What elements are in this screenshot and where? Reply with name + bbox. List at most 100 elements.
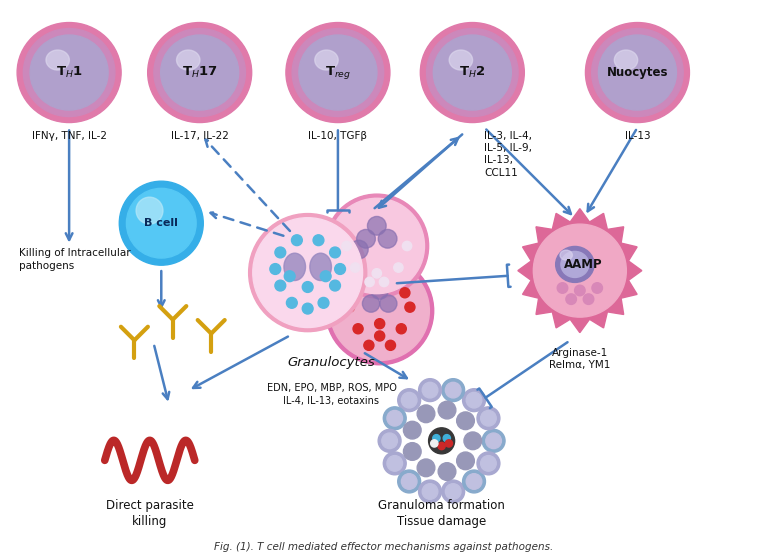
Circle shape [286,297,297,308]
Circle shape [318,297,329,308]
Text: T$_H$1: T$_H$1 [56,65,82,80]
Circle shape [445,382,461,398]
Ellipse shape [378,229,397,248]
Ellipse shape [598,35,677,110]
Text: Direct parasite
killing: Direct parasite killing [106,499,194,528]
Circle shape [275,247,286,258]
Circle shape [326,257,434,365]
Circle shape [378,429,401,453]
Circle shape [387,455,402,471]
Ellipse shape [420,22,525,123]
Text: Granulocytes: Granulocytes [287,356,376,369]
Circle shape [417,405,435,422]
Circle shape [249,214,367,331]
Ellipse shape [315,50,338,70]
Circle shape [375,331,385,341]
Circle shape [303,282,313,292]
Circle shape [429,428,455,454]
Circle shape [481,411,496,426]
Text: IFNγ, TNF, IL-2: IFNγ, TNF, IL-2 [31,131,107,141]
Circle shape [462,470,485,493]
Text: T$_{reg}$: T$_{reg}$ [325,64,351,81]
Ellipse shape [310,253,332,281]
Circle shape [292,235,303,246]
Circle shape [350,263,360,272]
Circle shape [466,474,482,489]
Ellipse shape [449,50,472,70]
Circle shape [119,181,204,265]
Text: IL-13: IL-13 [624,131,650,141]
Circle shape [344,302,355,312]
Text: T$_H$2: T$_H$2 [459,65,485,80]
Circle shape [402,241,412,251]
Circle shape [313,235,324,246]
Ellipse shape [349,240,368,259]
Circle shape [592,283,602,294]
Ellipse shape [161,35,239,110]
Circle shape [417,459,435,477]
Circle shape [303,303,313,314]
Ellipse shape [356,229,376,248]
Circle shape [353,324,363,334]
Ellipse shape [17,22,121,123]
Ellipse shape [286,22,390,123]
Circle shape [329,280,340,291]
Text: Arginase-1
Relmα, YM1: Arginase-1 Relmα, YM1 [549,348,611,370]
Circle shape [329,247,340,258]
Ellipse shape [154,28,246,117]
Circle shape [270,263,280,275]
Circle shape [382,433,397,449]
Circle shape [387,411,402,426]
Circle shape [402,392,417,408]
Ellipse shape [371,282,389,299]
Circle shape [275,280,286,291]
Circle shape [405,302,415,312]
Circle shape [335,263,346,275]
Text: B cell: B cell [144,218,178,228]
Text: Killing of Intracellular
pathogens: Killing of Intracellular pathogens [19,248,131,271]
Text: EDN, EPO, MBP, ROS, MPO
IL-4, IL-13, eotaxins: EDN, EPO, MBP, ROS, MPO IL-4, IL-13, eot… [266,383,396,406]
Circle shape [419,480,442,503]
Circle shape [403,442,421,460]
Circle shape [457,412,475,430]
Ellipse shape [591,28,684,117]
Circle shape [329,198,425,294]
Ellipse shape [46,50,69,70]
Ellipse shape [292,28,384,117]
Circle shape [127,189,196,258]
Ellipse shape [561,252,589,277]
Circle shape [365,277,374,287]
Circle shape [439,463,456,480]
Circle shape [462,389,485,412]
Circle shape [477,407,500,430]
Circle shape [431,440,438,447]
Ellipse shape [560,250,572,260]
Circle shape [438,442,445,450]
Ellipse shape [379,295,397,312]
Circle shape [400,288,410,298]
Circle shape [403,421,421,439]
Circle shape [457,452,475,470]
Circle shape [379,277,389,287]
Ellipse shape [426,28,518,117]
Circle shape [464,432,482,450]
Circle shape [325,194,429,298]
Circle shape [364,340,374,350]
Text: Fig. (1). T cell mediated effector mechanisms against pathogens.: Fig. (1). T cell mediated effector mecha… [214,542,554,552]
Ellipse shape [30,35,108,110]
Circle shape [533,224,627,317]
Circle shape [442,480,465,503]
Circle shape [253,218,362,328]
Circle shape [583,294,594,305]
Text: Nuocytes: Nuocytes [607,66,668,79]
Circle shape [398,389,421,412]
Circle shape [442,379,465,402]
Circle shape [558,283,568,294]
Ellipse shape [367,217,386,235]
Ellipse shape [299,35,377,110]
Circle shape [330,261,429,360]
Ellipse shape [177,50,200,70]
Circle shape [566,294,577,305]
Circle shape [320,271,331,282]
Ellipse shape [147,22,252,123]
